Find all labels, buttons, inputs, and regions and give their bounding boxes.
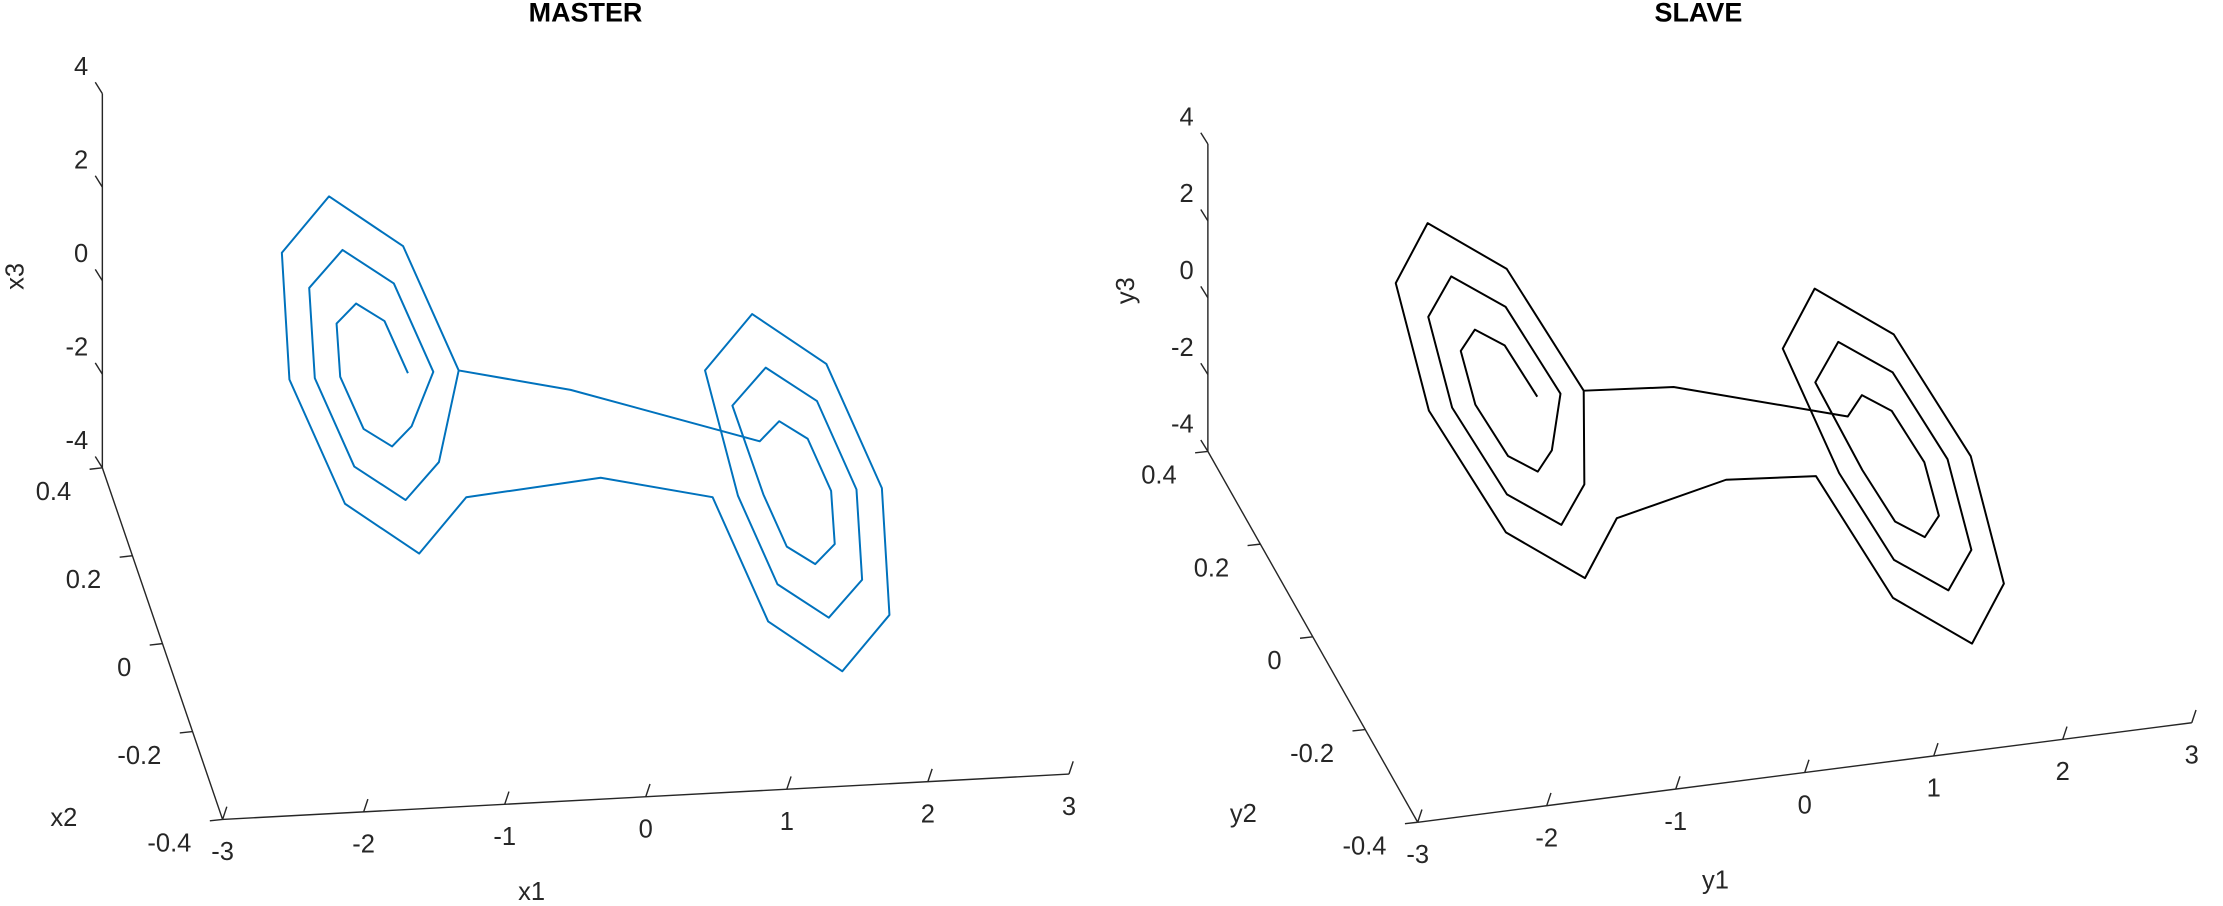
z-tick-label: -4 bbox=[65, 427, 88, 455]
x-tick bbox=[2062, 726, 2068, 740]
x-tick bbox=[504, 791, 510, 805]
y-tick-label: -0.4 bbox=[147, 830, 191, 858]
z-axis-label: y3 bbox=[1112, 277, 1140, 304]
y-axis bbox=[101, 467, 224, 820]
x-tick-label: 0 bbox=[1798, 791, 1812, 819]
x-tick bbox=[2191, 709, 2197, 723]
y-tick-label: -0.2 bbox=[1290, 740, 1334, 768]
x-tick-label: 1 bbox=[1927, 775, 1941, 803]
x-tick bbox=[927, 768, 933, 782]
x-tick bbox=[645, 783, 651, 797]
x-tick-label: -1 bbox=[493, 823, 516, 851]
y-tick bbox=[149, 642, 163, 646]
y-axis-label: y2 bbox=[1230, 800, 1257, 828]
x-tick-label: -2 bbox=[352, 831, 375, 859]
x-tick-label: 1 bbox=[780, 808, 794, 836]
z-tick bbox=[94, 175, 103, 188]
z-tick bbox=[1200, 285, 1209, 299]
x-tick-label: 0 bbox=[639, 816, 653, 844]
z-tick bbox=[94, 81, 103, 94]
z-tick-label: -2 bbox=[1171, 334, 1194, 362]
y-tick bbox=[1299, 636, 1313, 639]
x-tick bbox=[1933, 742, 1939, 757]
z-tick bbox=[94, 456, 103, 469]
x-axis-label: x1 bbox=[518, 878, 545, 906]
y-tick-label: 0 bbox=[1267, 647, 1281, 675]
x-tick bbox=[1417, 809, 1423, 823]
x-axis bbox=[222, 773, 1069, 821]
y-tick bbox=[1247, 543, 1261, 547]
z-tick bbox=[1200, 209, 1209, 222]
z-tick bbox=[1200, 132, 1209, 145]
x-tick-label: 3 bbox=[2185, 742, 2199, 770]
x-tick bbox=[362, 798, 369, 813]
z-tick-label: 0 bbox=[1180, 257, 1194, 285]
y-tick-label: 0 bbox=[117, 654, 131, 682]
z-tick bbox=[94, 268, 103, 282]
y-tick-label: -0.4 bbox=[1343, 833, 1387, 861]
y-tick bbox=[1352, 728, 1366, 732]
y-tick-label: 0.2 bbox=[1194, 554, 1229, 582]
z-tick bbox=[1200, 439, 1209, 452]
x-tick-label: -2 bbox=[1535, 824, 1558, 852]
trajectory bbox=[280, 195, 891, 673]
y-axis-label: x2 bbox=[50, 804, 77, 832]
z-tick-label: -2 bbox=[65, 333, 88, 361]
x-tick-label: -3 bbox=[211, 838, 234, 866]
y-tick-label: 0.4 bbox=[36, 478, 71, 506]
z-tick-label: 4 bbox=[74, 53, 88, 81]
x-tick-label: -3 bbox=[1406, 841, 1429, 869]
z-tick bbox=[1200, 362, 1209, 375]
chart-title: MASTER bbox=[529, 0, 643, 27]
x-tick bbox=[1675, 776, 1681, 790]
x-tick-label: 2 bbox=[2056, 758, 2070, 786]
y-tick bbox=[1404, 821, 1418, 825]
z-axis-label: x3 bbox=[2, 263, 30, 290]
y-tick bbox=[89, 467, 103, 470]
y-tick-label: 0.4 bbox=[1141, 462, 1176, 490]
x-tick-label: 2 bbox=[921, 800, 935, 828]
x-tick bbox=[1068, 761, 1074, 775]
x-tick bbox=[1804, 759, 1810, 773]
x-tick-label: -1 bbox=[1664, 808, 1687, 836]
y-tick bbox=[209, 818, 223, 822]
x-axis-label: y1 bbox=[1702, 867, 1729, 895]
x-tick bbox=[786, 776, 792, 790]
z-tick-label: -4 bbox=[1171, 411, 1194, 439]
y-tick bbox=[119, 555, 133, 558]
y-tick bbox=[1195, 450, 1208, 454]
x-tick bbox=[1546, 792, 1552, 806]
z-tick-label: 2 bbox=[1180, 180, 1194, 208]
chart-title: SLAVE bbox=[1655, 0, 1743, 27]
y-tick-label: -0.2 bbox=[117, 742, 161, 770]
x-tick-label: 3 bbox=[1062, 793, 1076, 821]
z-tick-label: 2 bbox=[74, 146, 88, 174]
z-tick-label: 0 bbox=[74, 240, 88, 268]
z-tick-label: 4 bbox=[1180, 103, 1194, 131]
y-tick-label: 0.2 bbox=[66, 566, 101, 594]
trajectory bbox=[1394, 222, 2005, 645]
x-tick bbox=[221, 806, 228, 820]
z-tick bbox=[94, 362, 103, 375]
y-tick bbox=[179, 730, 193, 734]
